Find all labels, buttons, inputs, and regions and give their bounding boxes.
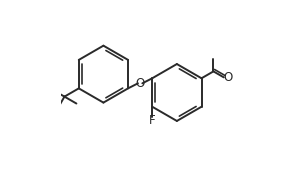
Text: O: O bbox=[223, 71, 233, 84]
Text: F: F bbox=[149, 114, 155, 127]
Text: O: O bbox=[136, 77, 145, 90]
